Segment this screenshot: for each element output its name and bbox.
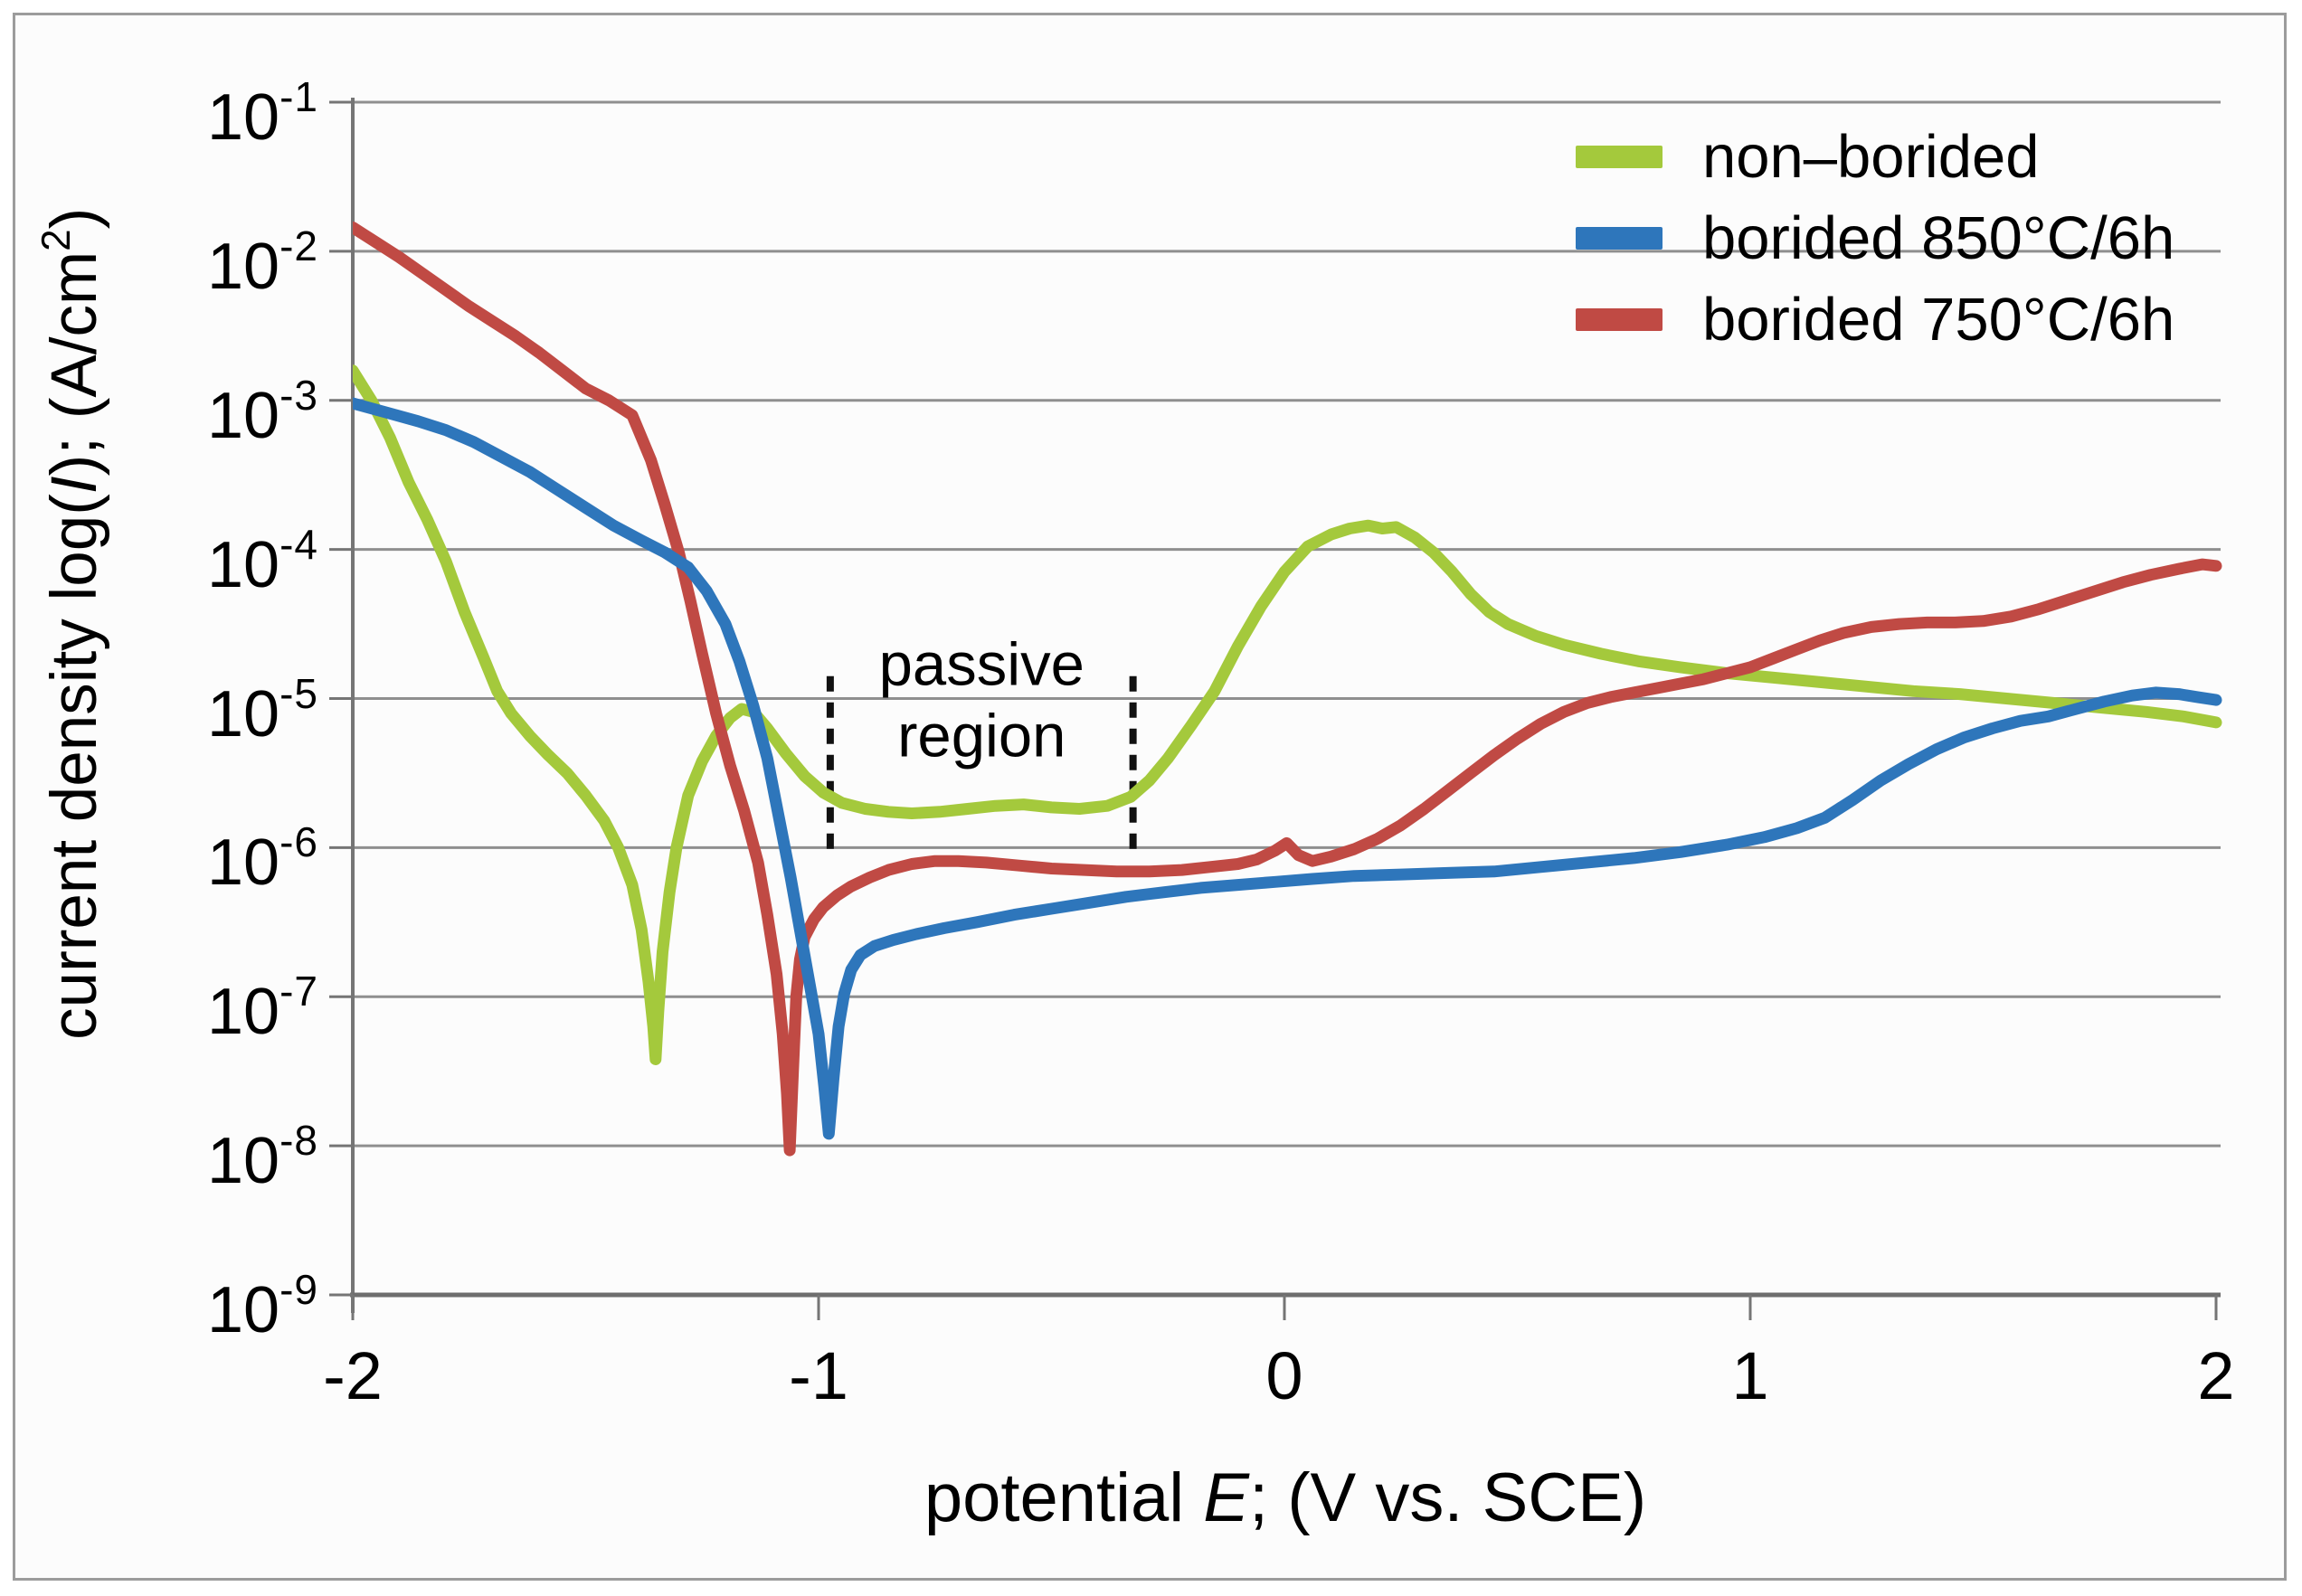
x-tick-label-0: 0 bbox=[1265, 1338, 1303, 1413]
x-tick-label--1: -1 bbox=[789, 1338, 848, 1413]
series-line-borided-750 bbox=[353, 222, 2222, 1157]
y-tick-label-1e-7: 10-7 bbox=[207, 968, 318, 1049]
legend-swatch-icon bbox=[1576, 145, 1663, 168]
legend-item-0: non–borided bbox=[1576, 116, 2174, 197]
legend-item-2: borided 750°C/6h bbox=[1576, 279, 2174, 360]
series-line-non-borided bbox=[353, 364, 2222, 1065]
legend: non–borided borided 850°C/6h borided 750°C… bbox=[1576, 116, 2174, 360]
passive-region-label-line1: passive bbox=[878, 630, 1085, 699]
x-axis-title: potential E; (V vs. SCE) bbox=[924, 1459, 1647, 1536]
y-tick-label-1e-4: 10-4 bbox=[207, 520, 318, 601]
y-tick-label-1e-6: 10-6 bbox=[207, 818, 318, 900]
legend-item-1: borided 850°C/6h bbox=[1576, 197, 2174, 279]
y-axis-title: current density log(I); (A/cm2) bbox=[34, 207, 110, 1040]
x-tick-label-2: 2 bbox=[2197, 1338, 2235, 1413]
legend-swatch-icon bbox=[1576, 307, 1663, 331]
y-tick-label-1e-1: 10-1 bbox=[207, 73, 318, 154]
series-line-borided-850 bbox=[353, 397, 2222, 1140]
figure-border bbox=[13, 13, 2287, 1581]
legend-swatch-icon bbox=[1576, 226, 1663, 250]
x-tick-label-1: 1 bbox=[1731, 1338, 1769, 1413]
passive-region-label-line2: region bbox=[897, 702, 1066, 770]
legend-label: borided 750°C/6h bbox=[1702, 285, 2175, 354]
y-tick-label-1e-8: 10-8 bbox=[207, 1117, 318, 1198]
y-tick-label-1e-5: 10-5 bbox=[207, 669, 318, 751]
legend-label: non–borided bbox=[1702, 122, 2040, 191]
y-tick-label-1e-2: 10-2 bbox=[207, 222, 318, 303]
y-tick-label-1e-3: 10-3 bbox=[207, 371, 318, 452]
legend-label: borided 850°C/6h bbox=[1702, 203, 2175, 272]
y-tick-label-1e-9: 10-9 bbox=[207, 1266, 318, 1346]
x-tick-label--2: -2 bbox=[323, 1338, 383, 1413]
